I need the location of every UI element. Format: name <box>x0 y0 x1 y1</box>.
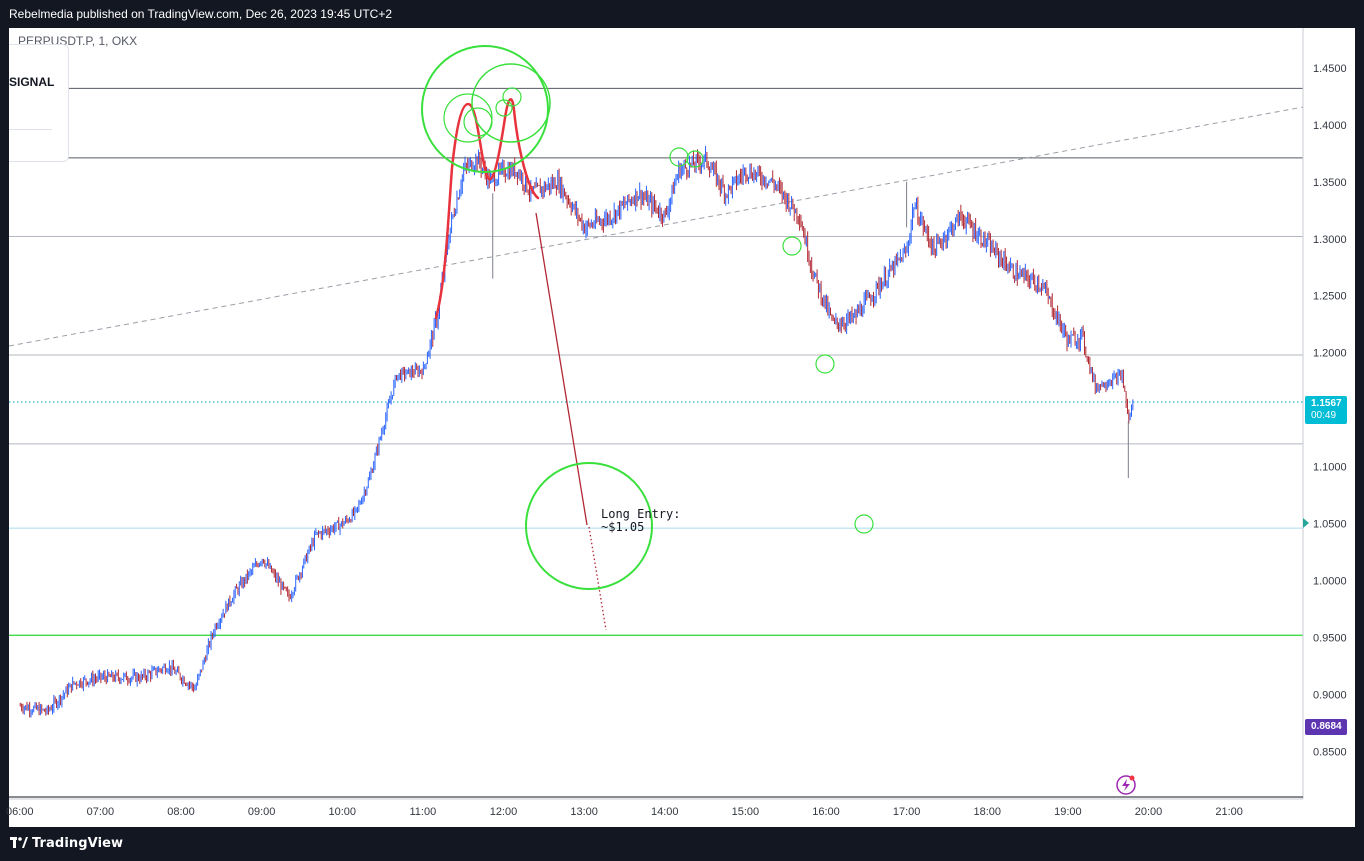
price-tick-label: 1.3500 <box>1313 177 1347 189</box>
price-tick-label: 1.0500 <box>1313 519 1347 531</box>
marker-circle <box>471 63 551 143</box>
price-tick-label: 1.2000 <box>1313 348 1347 360</box>
time-tick-label: 13:00 <box>570 806 598 818</box>
horizontal-levels <box>9 87 1303 636</box>
time-tick-label: 07:00 <box>87 806 115 818</box>
tradingview-logo-icon <box>10 837 28 848</box>
flash-bolt-icon <box>1122 779 1130 791</box>
candle-series <box>19 146 1134 718</box>
flash-icon[interactable] <box>1116 775 1136 795</box>
alert-marker-icon[interactable] <box>1303 518 1309 528</box>
marker-circle <box>782 236 802 256</box>
time-tick-label: 06:00 <box>6 806 34 818</box>
time-tick-label: 11:00 <box>410 806 437 818</box>
note-line-1: Long Entry: <box>601 507 681 521</box>
double-top-drawing <box>434 98 540 320</box>
time-tick-label: 20:00 <box>1135 806 1163 818</box>
price-tick-label: 0.9500 <box>1313 633 1347 645</box>
previous-close-value: 0.8684 <box>1311 721 1342 732</box>
last-price-tag: 1.1567 00:49 <box>1305 396 1347 424</box>
footer-bar: TradingView <box>0 827 1364 861</box>
marker-circle <box>495 99 513 117</box>
publisher-text: Rebelmedia published on TradingView.com,… <box>9 7 393 21</box>
time-tick-label: 12:00 <box>490 806 518 818</box>
notification-dot-icon <box>1129 775 1135 781</box>
marker-circle <box>854 514 874 534</box>
tradingview-brand[interactable]: TradingView <box>10 836 123 851</box>
projection-dotted <box>588 526 607 631</box>
price-tick-label: 1.0000 <box>1313 576 1347 588</box>
time-tick-label: 21:00 <box>1215 806 1243 818</box>
time-tick-label: 19:00 <box>1054 806 1082 818</box>
marker-circles <box>421 45 874 590</box>
price-tick-label: 1.3000 <box>1313 234 1347 246</box>
time-tick-label: 09:00 <box>248 806 276 818</box>
time-tick-label: 17:00 <box>893 806 921 818</box>
brand-text: TradingView <box>32 836 124 851</box>
rising-trendline <box>8 106 1304 347</box>
left-frame <box>0 28 9 827</box>
price-tick-label: 0.9000 <box>1313 689 1347 701</box>
previous-close-tag: 0.8684 <box>1305 719 1347 735</box>
right-frame <box>1355 28 1364 827</box>
time-tick-label: 14:00 <box>651 806 679 818</box>
marker-circle <box>463 107 493 137</box>
marker-circle <box>525 462 653 590</box>
projection-line <box>535 212 588 526</box>
price-tick-label: 1.1000 <box>1313 462 1347 474</box>
marker-circle <box>669 147 689 167</box>
price-tick-label: 0.8500 <box>1313 746 1347 758</box>
time-tick-label: 08:00 <box>167 806 195 818</box>
price-tick-label: 1.4500 <box>1313 63 1347 75</box>
long-entry-note: Long Entry: ~$1.05 <box>601 508 680 534</box>
time-axis[interactable]: 06:00 07:00 08:00 09:00 10:00 11:00 12:00 13:00… <box>6 796 1303 818</box>
price-tick-label: 1.2500 <box>1313 291 1347 303</box>
indicator-label: SIGNAL <box>9 75 55 89</box>
price-tick-label: 1.4000 <box>1313 120 1347 132</box>
indicator-panel[interactable]: SIGNAL <box>9 44 69 162</box>
bar-countdown: 00:49 <box>1311 410 1337 421</box>
time-tick-label: 15:00 <box>732 806 760 818</box>
time-tick-label: 10:00 <box>328 806 356 818</box>
marker-circle <box>421 45 549 173</box>
note-line-2: ~$1.05 <box>601 520 645 534</box>
marker-circle <box>686 150 704 168</box>
publisher-bar: Rebelmedia published on TradingView.com,… <box>0 0 1364 28</box>
indicator-divider <box>9 129 52 130</box>
marker-circle <box>815 354 835 374</box>
last-price-value: 1.1567 <box>1311 398 1342 409</box>
time-tick-label: 18:00 <box>973 806 1001 818</box>
marker-circle <box>502 87 522 107</box>
time-tick-label: 16:00 <box>812 806 840 818</box>
